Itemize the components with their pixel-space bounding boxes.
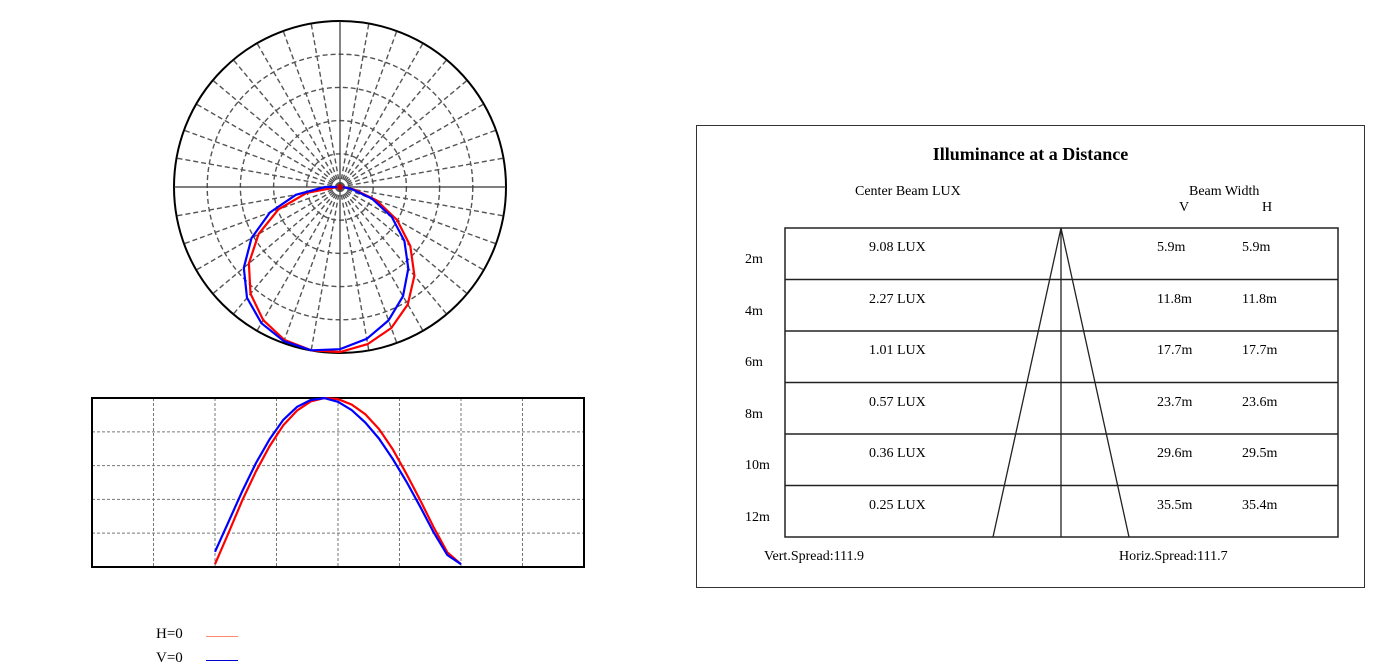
beam-width-h-header: H [1262, 200, 1273, 215]
linear-series-V-0 [213, 396, 462, 566]
polar-spoke [339, 186, 398, 344]
polar-spoke [256, 186, 341, 332]
polar-series-V-0 [242, 185, 410, 352]
polar-spoke [339, 186, 370, 351]
row-center-lux: 2.27 LUX [869, 291, 926, 307]
polar-spoke [339, 42, 424, 188]
beam-diagram [784, 227, 1339, 538]
row-distance: 6m [745, 355, 763, 370]
polar-spoke [339, 186, 485, 271]
polar-spoke [339, 186, 504, 217]
polar-spoke [195, 103, 341, 188]
polar-spoke [176, 157, 341, 188]
polar-spoke [339, 186, 424, 332]
polar-series-H-0 [247, 185, 416, 354]
polar-spoke [256, 42, 341, 188]
row-center-lux: 1.01 LUX [869, 343, 926, 358]
polar-spoke [282, 30, 341, 188]
center-beam-header: Center Beam LUX [855, 184, 961, 199]
row-center-lux: 0.25 LUX [869, 497, 926, 513]
polar-spoke [310, 23, 341, 188]
beam-width-header: Beam Width [1189, 184, 1260, 199]
beam-width-v-header: V [1179, 200, 1190, 215]
illuminance-panel: Illuminance at a Distance Center Beam LU… [696, 125, 1365, 588]
polar-center-dot [337, 184, 343, 190]
polar-spoke [339, 23, 370, 188]
polar-spoke [282, 186, 341, 344]
row-distance: 8m [745, 406, 763, 422]
photometric-charts [91, 20, 585, 568]
horiz-spread: Horiz.Spread:111.7 [1119, 549, 1228, 564]
polar-spoke [183, 129, 341, 188]
polar-spoke [339, 103, 485, 188]
polar-spoke [339, 79, 468, 188]
polar-spoke [232, 59, 341, 188]
polar-chart [173, 20, 507, 354]
row-beam-width-h: 11.8m [1242, 291, 1277, 307]
illuminance-title: Illuminance at a Distance [932, 144, 1129, 164]
legend-label: V=0 [156, 650, 183, 666]
row-beam-width-h: 5.9m [1242, 240, 1271, 255]
row-beam-width-h: 17.7m [1242, 343, 1278, 358]
polar-spoke [183, 186, 341, 245]
row-beam-width-h: 35.4m [1242, 497, 1278, 513]
row-beam-width-h: 29.5m [1242, 446, 1278, 461]
beam-left-edge [992, 227, 1062, 538]
row-beam-width-v: 17.7m [1157, 343, 1193, 358]
row-beam-width-v: 23.7m [1157, 394, 1193, 410]
row-distance: 12m [745, 509, 770, 525]
row-distance: 2m [745, 252, 763, 267]
row-center-lux: 9.08 LUX [869, 240, 926, 255]
legend-swatch [206, 660, 238, 661]
row-distance: 10m [745, 458, 770, 473]
row-center-lux: 0.57 LUX [869, 394, 926, 410]
row-beam-width-h: 23.6m [1242, 394, 1278, 410]
polar-spoke [339, 30, 398, 188]
row-distance: 4m [745, 303, 763, 319]
polar-spoke [339, 59, 448, 188]
row-beam-width-v: 29.6m [1157, 446, 1193, 461]
polar-spoke [339, 157, 504, 188]
linear-series-H-0 [213, 396, 462, 566]
legend-label: H=0 [156, 626, 183, 642]
polar-spoke [339, 129, 497, 188]
polar-spoke [310, 186, 341, 351]
row-beam-width-v: 11.8m [1157, 291, 1192, 307]
row-beam-width-v: 35.5m [1157, 497, 1193, 513]
polar-spoke [195, 186, 341, 271]
polar-spoke [212, 186, 341, 295]
row-beam-width-v: 5.9m [1157, 240, 1186, 255]
row-center-lux: 0.36 LUX [869, 446, 926, 461]
vert-spread: Vert.Spread:111.9 [764, 549, 865, 564]
beam-right-edge [1060, 227, 1130, 538]
polar-spoke [339, 186, 448, 315]
polar-spoke [212, 79, 341, 188]
legend-swatch [206, 636, 238, 637]
linear-chart [91, 396, 585, 568]
